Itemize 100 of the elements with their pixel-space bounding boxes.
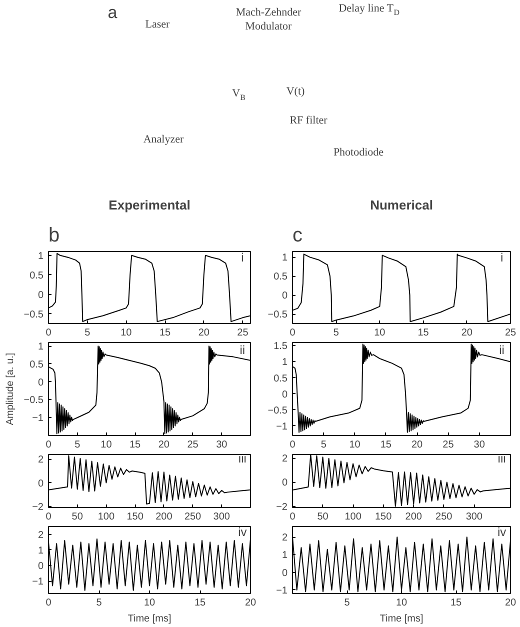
y-tick-label: 1 [282, 252, 288, 264]
y-tick-label: −2 [276, 502, 288, 513]
text: Analyzer [143, 134, 184, 146]
x-tick-label: 100 [98, 512, 115, 522]
x-tick-label: 5 [84, 328, 91, 338]
annotation: i [241, 250, 244, 264]
text: RF filter [290, 114, 328, 126]
y-tick-label: 1 [38, 250, 44, 262]
x-tick-label: 5 [320, 440, 327, 450]
x-tick-label: 10 [374, 328, 386, 338]
text: c [292, 224, 302, 246]
y-tick-label: −0.5 [268, 405, 288, 416]
x-tick-label: 0 [46, 598, 52, 608]
annotation: ii [240, 342, 246, 357]
y-tick-label: −0.5 [24, 395, 44, 406]
x-tick-label: 20 [461, 328, 473, 338]
chart-title: Experimental [108, 198, 190, 212]
x-tick-label: 15 [130, 440, 142, 450]
y-tick-label: 0 [282, 290, 288, 302]
x-tick-label: 15 [418, 328, 430, 338]
x-tick-label: 20 [198, 328, 210, 338]
x-tick-label: 25 [442, 440, 454, 450]
text: Photodiode [333, 146, 384, 158]
text: a [108, 3, 118, 22]
annotation: iv [497, 524, 506, 539]
x-tick-label: 0 [46, 512, 52, 522]
x-tick-label: 5 [333, 328, 340, 338]
x-tick-label: 5 [74, 440, 81, 450]
x-tick-label: 10 [100, 440, 112, 450]
x-tick-label: 15 [194, 598, 206, 608]
y-tick-label: 0 [282, 568, 288, 579]
x-tick-label: 150 [374, 512, 392, 522]
y-tick-label: 1 [282, 357, 288, 368]
x-tick-label: 25 [504, 328, 516, 338]
y-tick-label: 0 [282, 389, 288, 400]
y-tick-label: −2 [32, 502, 44, 513]
x-tick-label: 20 [412, 440, 424, 450]
y-tick-label: −0.5 [268, 310, 288, 321]
y-tick-label: 0.5 [30, 270, 44, 282]
x-tick-label: 0 [290, 512, 296, 522]
y-tick-label: −1 [276, 421, 288, 432]
x-tick-label: 5 [96, 598, 102, 608]
x-tick-label: 250 [184, 512, 202, 522]
y-tick-label: 2 [282, 532, 288, 544]
x-tick-label: 300 [213, 512, 230, 522]
y-tick-label: −1 [32, 576, 44, 588]
x-tick-label: 0 [290, 328, 296, 338]
y-tick-label: −1 [276, 585, 288, 596]
y-tick-label: 0 [282, 478, 288, 489]
y-tick-label: 1 [282, 550, 288, 562]
y-tick-label: 0 [38, 478, 44, 490]
x-axis-title: Time [ms] [380, 614, 424, 624]
y-tick-label: 2 [38, 530, 44, 541]
x-tick-label: 10 [349, 440, 361, 450]
x-tick-label: 10 [120, 328, 132, 338]
text: b [48, 224, 60, 246]
y-tick-label: 0.5 [274, 272, 288, 283]
x-tick-label: 50 [317, 512, 329, 522]
x-tick-label: 30 [474, 440, 486, 450]
x-tick-label: 200 [405, 512, 422, 522]
y-tick-label: 2 [38, 454, 44, 466]
x-tick-label: 0 [290, 440, 296, 450]
x-tick-label: 0 [46, 440, 52, 450]
x-tick-label: 50 [72, 512, 84, 522]
x-tick-label: 20 [244, 598, 256, 608]
x-tick-label: 100 [344, 512, 362, 522]
chart-title: Numerical [370, 198, 433, 212]
x-tick-label: 25 [187, 440, 199, 450]
x-axis-title: Time [ms] [128, 614, 172, 624]
y-tick-label: −1 [32, 413, 44, 424]
x-tick-label: 200 [156, 512, 173, 522]
x-tick-label: 300 [466, 512, 483, 522]
y-tick-label: 0 [38, 560, 44, 572]
x-tick-label: 15 [450, 598, 462, 608]
text: Modulator [245, 20, 292, 32]
text: V(t) [286, 86, 305, 98]
y-tick-label: 2 [282, 454, 288, 465]
x-tick-label: 5 [344, 598, 350, 608]
y-tick-label: 0 [38, 290, 44, 301]
annotation: iv [238, 524, 247, 539]
x-tick-label: 15 [159, 328, 172, 338]
y-tick-label: 1.5 [274, 341, 288, 352]
x-tick-label: 250 [436, 512, 453, 522]
x-tick-label: 0 [46, 328, 52, 338]
y-tick-label: 0 [38, 377, 44, 388]
x-tick-label: 20 [158, 440, 170, 450]
y-tick-label: 1 [38, 545, 44, 556]
y-tick-label: 0.5 [274, 373, 288, 384]
annotation: i [500, 250, 504, 264]
y-tick-label: 0.5 [30, 359, 44, 370]
annotation: ii [499, 342, 504, 357]
x-tick-label: 10 [144, 598, 156, 608]
y-tick-label: 1 [38, 342, 44, 353]
text: Mach-Zehnder [236, 6, 302, 18]
y-axis-title: Amplitude [a. u.] [4, 352, 16, 426]
x-tick-label: 30 [216, 440, 228, 450]
x-tick-label: 25 [237, 328, 249, 338]
y-tick-label: −0.5 [24, 309, 44, 320]
x-tick-label: 15 [380, 440, 392, 450]
x-tick-label: 10 [396, 598, 408, 608]
